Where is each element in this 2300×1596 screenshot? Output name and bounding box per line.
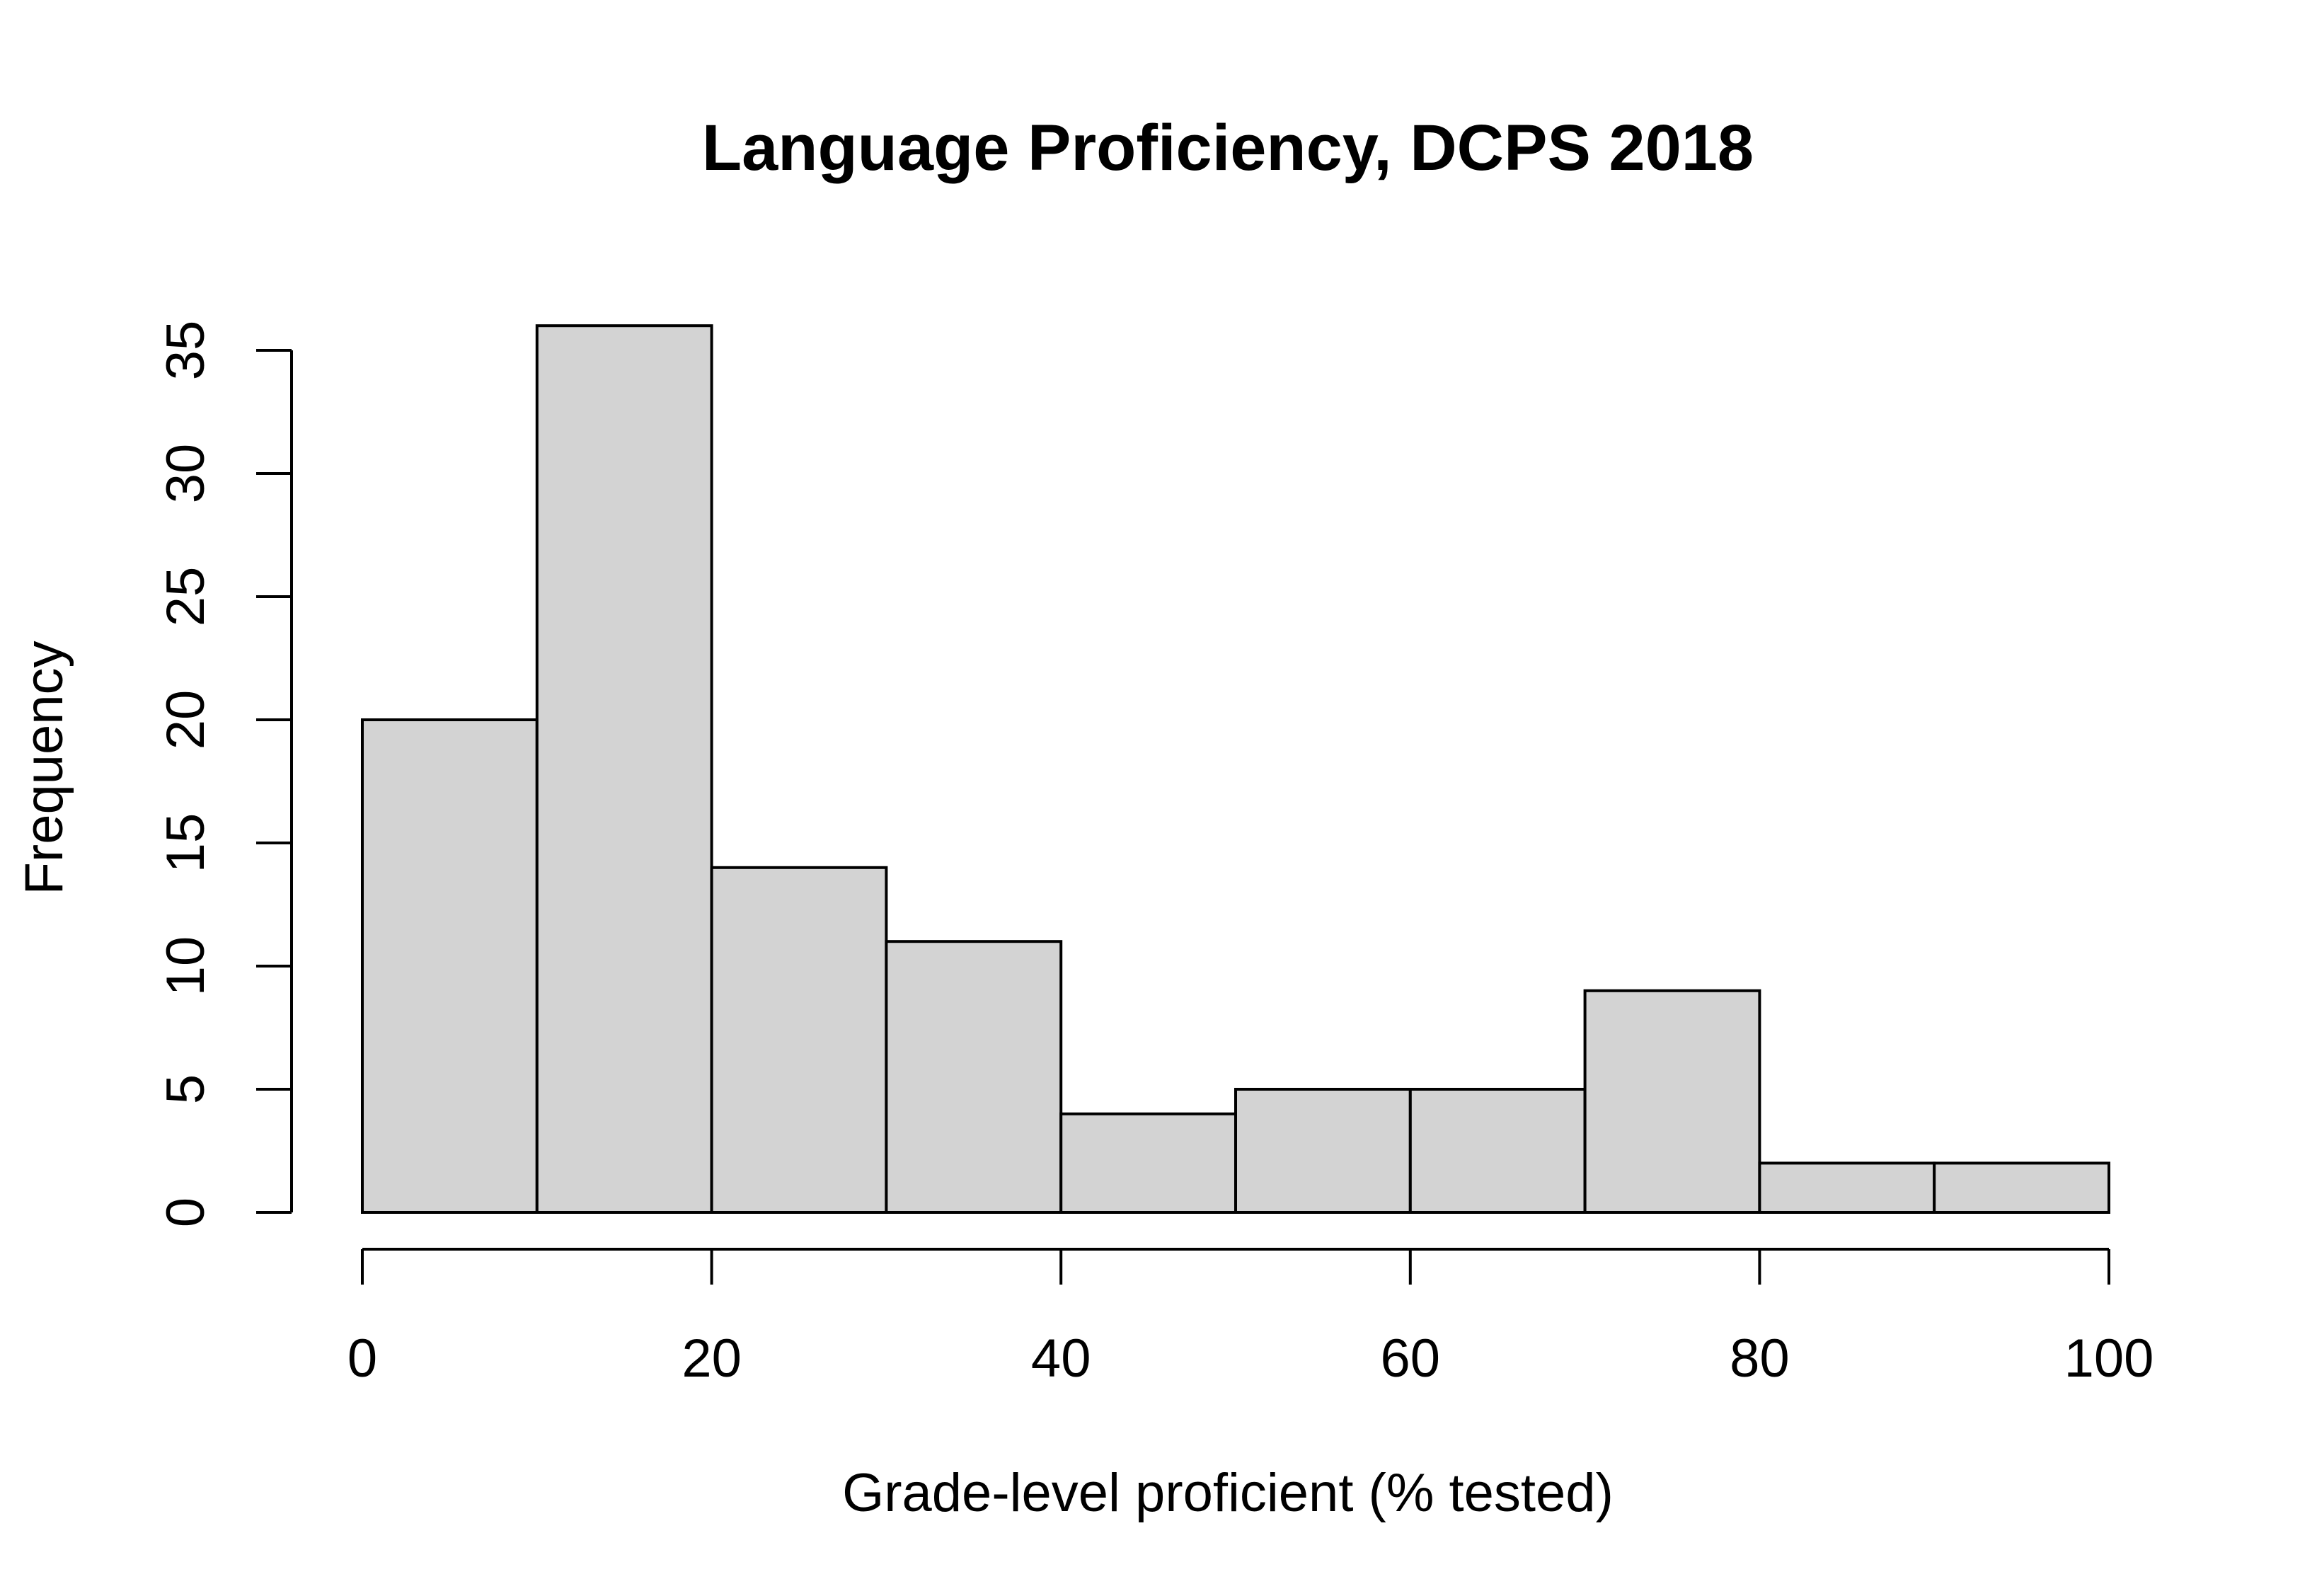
histogram-bar-9 [1933, 1161, 2110, 1215]
y-tick-label-2: 10 [156, 936, 216, 997]
histogram-bar-4 [1059, 1112, 1237, 1215]
histogram-bar-7 [1583, 989, 1761, 1215]
y-tick-label-5: 25 [156, 567, 216, 627]
histogram-bar-1 [535, 324, 713, 1215]
y-tick-label-0: 0 [156, 1198, 216, 1227]
chart-title: Language Proficiency, DCPS 2018 [702, 112, 1754, 184]
y-tick-label-1: 5 [156, 1074, 216, 1104]
x-axis-title: Grade-level proficient (% tested) [842, 1463, 1614, 1523]
bars-group [361, 324, 2110, 1215]
y-tick-label-6: 30 [156, 444, 216, 504]
x-tick-label-3: 60 [1381, 1328, 1441, 1389]
y-axis: 0 5 10 15 20 25 30 35 [156, 321, 293, 1227]
y-tick-label-4: 20 [156, 690, 216, 750]
x-tick-label-1: 20 [682, 1328, 742, 1389]
histogram-bar-8 [1758, 1161, 1936, 1215]
histogram-bar-2 [710, 866, 888, 1215]
x-tick-label-4: 80 [1730, 1328, 1790, 1389]
histogram-bar-0 [361, 718, 539, 1214]
x-tick-label-5: 100 [2064, 1328, 2154, 1389]
y-tick-label-3: 15 [156, 813, 216, 873]
histogram-bar-5 [1234, 1088, 1412, 1214]
histogram-bar-3 [885, 940, 1063, 1214]
x-tick-label-0: 0 [347, 1328, 377, 1389]
y-axis-title: Frequency [14, 641, 74, 895]
histogram-bar-6 [1408, 1088, 1587, 1214]
x-tick-label-2: 40 [1031, 1328, 1091, 1389]
x-axis: 0 20 40 60 80 100 [347, 1248, 2154, 1389]
y-tick-label-7: 35 [156, 321, 216, 381]
